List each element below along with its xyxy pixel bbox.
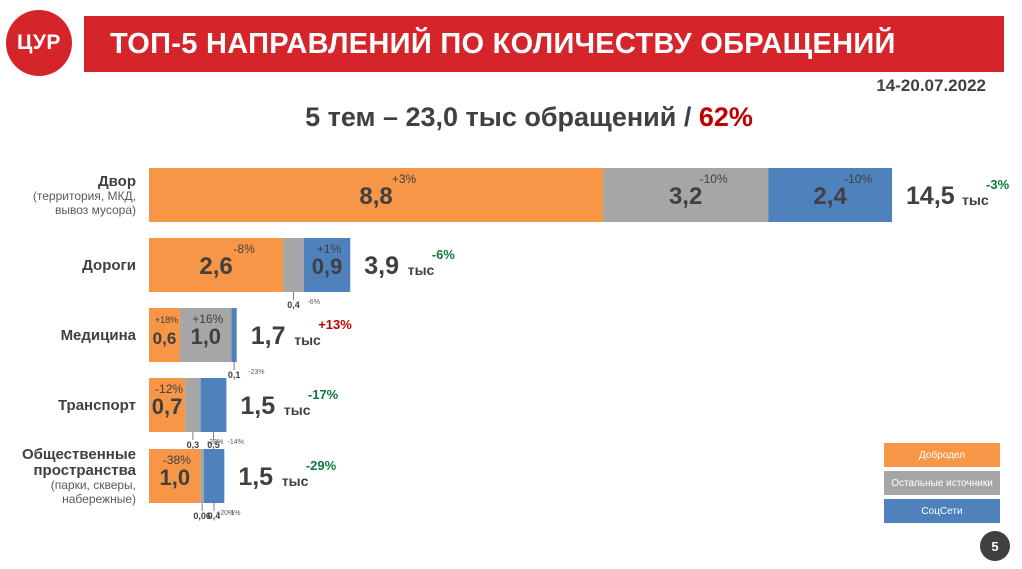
segment-change-label: +16%	[192, 312, 223, 326]
category-sublabel: вывоз мусора)	[55, 203, 136, 217]
segment-change-label: -10%	[844, 172, 872, 186]
segment-value-label: 0,7	[152, 394, 183, 419]
segment-value-label: 3,2	[669, 183, 702, 210]
row-total-unit: тыс	[962, 192, 989, 208]
segment-value-label: 0,4	[208, 511, 221, 521]
segment-value-label: 0,4	[287, 300, 300, 310]
category-label: Дороги	[82, 257, 136, 274]
row-total-change: -17%	[308, 387, 339, 402]
segment-change-label: -12%	[155, 382, 183, 396]
legend-item-other-sources: Остальные источники	[884, 471, 1000, 495]
bar-segment	[149, 238, 284, 292]
bar-segment	[185, 378, 201, 432]
segment-change-label: -1%	[228, 510, 240, 517]
bar-segment	[200, 449, 204, 503]
segment-value-label: 0,6	[153, 329, 177, 348]
row-total-value: 1,5	[240, 392, 275, 420]
segment-value-label: 1,0	[160, 465, 191, 490]
category-sublabel: набережные)	[62, 492, 136, 506]
category-label: пространства	[34, 462, 137, 479]
legend-item-dobrodel: Добродел	[884, 443, 1000, 467]
row-total-unit: тыс	[284, 402, 311, 418]
page-number: 5	[980, 531, 1010, 561]
category-label: Медицина	[61, 327, 137, 344]
row-total-value: 14,5	[906, 182, 955, 210]
row-total-unit: тыс	[294, 332, 321, 348]
bar-segment	[768, 168, 893, 222]
row-total-change: -29%	[306, 458, 337, 473]
row-total-change: -6%	[432, 247, 456, 262]
bar-segment	[603, 168, 769, 222]
row-total-unit: тыс	[282, 473, 309, 489]
segment-change-label: -28%	[207, 439, 223, 446]
segment-change-label: +20%	[216, 510, 234, 517]
bar-segment	[179, 308, 232, 362]
row-total-value: 3,9	[364, 252, 399, 280]
summary-percent: 62%	[698, 102, 753, 132]
row-total-unit: тыс	[408, 262, 435, 278]
row-total-change: -3%	[986, 177, 1010, 192]
legend-item-socnets: СоцСети	[884, 499, 1000, 523]
row-total-value: 1,7	[251, 322, 286, 350]
category-sublabel: (территория, МКД,	[33, 189, 136, 203]
bar-segment	[149, 378, 186, 432]
segment-value-label: 0,3	[187, 440, 200, 450]
segment-value-label: 0,1	[228, 370, 241, 380]
segment-change-label: -23%	[248, 369, 264, 376]
segment-change-label: +18%	[155, 315, 178, 325]
summary-line: 5 тем – 23,0 тыс обращений / 62%	[0, 102, 1022, 133]
slide-title-bar: ТОП-5 НАПРАВЛЕНИЙ ПО КОЛИЧЕСТВУ ОБРАЩЕНИ…	[84, 16, 1004, 72]
date-range: 14-20.07.2022	[876, 76, 986, 95]
segment-change-label: -14%	[228, 439, 244, 446]
segment-change-label: -8%	[233, 242, 255, 256]
bar-segment	[203, 449, 225, 503]
category-label: Транспорт	[58, 397, 136, 414]
segment-value-label: 8,8	[359, 183, 392, 210]
segment-value-label: 0,5	[207, 440, 220, 450]
bar-segment	[200, 378, 227, 432]
row-total-change: +13%	[318, 317, 352, 332]
segment-value-label: 2,6	[199, 253, 232, 280]
bar-segment	[303, 238, 351, 292]
bar-segment	[149, 168, 604, 222]
category-label: Общественные	[22, 446, 136, 463]
segment-change-label: -10%	[700, 172, 728, 186]
segment-value-label: 0,06	[193, 511, 211, 521]
row-total-value: 1,5	[238, 463, 273, 491]
category-label: Двор	[98, 173, 136, 190]
segment-value-label: 0,9	[312, 254, 343, 279]
bar-segment	[231, 308, 237, 362]
segment-change-label: -6%	[307, 299, 319, 306]
bar-segment	[149, 449, 201, 503]
segment-change-label: +1%	[317, 242, 342, 256]
segment-change-label: +3%	[392, 172, 417, 186]
bar-segment	[283, 238, 304, 292]
segment-value-label: 1,0	[190, 324, 221, 349]
category-sublabel: (парки, скверы,	[51, 478, 136, 492]
summary-text: 5 тем – 23,0 тыс обращений /	[305, 102, 699, 132]
segment-value-label: 2,4	[813, 183, 847, 210]
cur-logo: ЦУР	[6, 10, 72, 76]
slide-title: ТОП-5 НАПРАВЛЕНИЙ ПО КОЛИЧЕСТВУ ОБРАЩЕНИ…	[110, 27, 896, 60]
bar-segment	[149, 308, 180, 362]
segment-change-label: -38%	[163, 453, 191, 467]
